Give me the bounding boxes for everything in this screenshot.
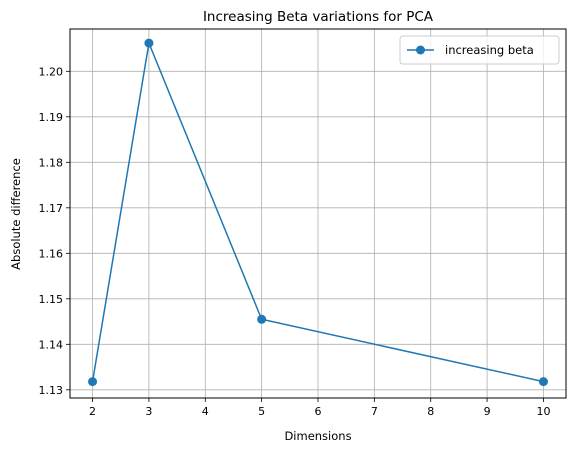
x-tick-label: 2 [89,405,96,418]
y-tick-label: 1.14 [39,338,64,351]
x-tick-label: 4 [202,405,209,418]
legend: increasing beta [399,35,560,65]
y-axis: 1.13 1.14 1.15 1.16 1.17 1.18 1.19 1.20 [39,65,70,397]
y-axis-label: Absolute difference [9,158,23,270]
x-axis-label: Dimensions [284,429,351,443]
y-tick-label: 1.15 [39,293,64,306]
y-tick-label: 1.20 [39,65,64,78]
y-tick-label: 1.16 [39,247,64,260]
x-axis: 2 3 4 5 6 7 8 9 10 [89,398,550,418]
legend-box [399,35,560,65]
grid [70,29,566,398]
x-tick-label: 3 [145,405,152,418]
x-tick-label: 6 [315,405,322,418]
x-tick-label: 10 [536,405,550,418]
legend-label: increasing beta [445,43,534,57]
y-tick-label: 1.13 [39,384,64,397]
chart-title: Increasing Beta variations for PCA [203,9,434,25]
data-point [538,377,548,387]
data-point [88,377,98,387]
series-layer [88,38,548,387]
y-tick-label: 1.18 [39,156,64,169]
series-line [91,40,544,383]
data-point [257,314,267,324]
y-tick-label: 1.19 [39,111,64,124]
x-tick-label: 8 [427,405,434,418]
legend-marker-swatch [416,45,425,55]
x-tick-label: 7 [371,405,378,418]
x-tick-label: 9 [484,405,491,418]
data-point [144,38,154,48]
x-tick-label: 5 [258,405,265,418]
y-tick-label: 1.17 [39,202,64,215]
